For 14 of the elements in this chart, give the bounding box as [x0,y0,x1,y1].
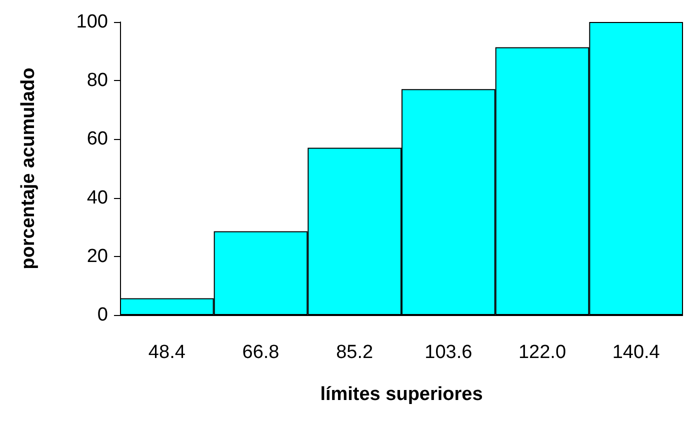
x-tick-label: 85.2 [336,342,374,363]
y-tick-label: 80 [86,70,108,92]
x-tick-label: 140.4 [612,342,660,363]
y-tick-label: 100 [76,12,108,32]
y-axis-title: porcentaje acumulado [18,68,39,270]
x-tick-label: 66.8 [242,342,280,363]
y-tick-label: 60 [86,128,108,150]
y-tick-label: 0 [97,304,108,326]
x-tick-label: 48.4 [148,342,186,363]
y-tick-label: 40 [86,187,108,208]
x-axis-title: límites superiores [320,384,483,405]
x-tick-label: 122.0 [518,342,566,363]
x-tick-label: 103.6 [424,342,472,363]
y-tick-label: 20 [86,246,108,267]
